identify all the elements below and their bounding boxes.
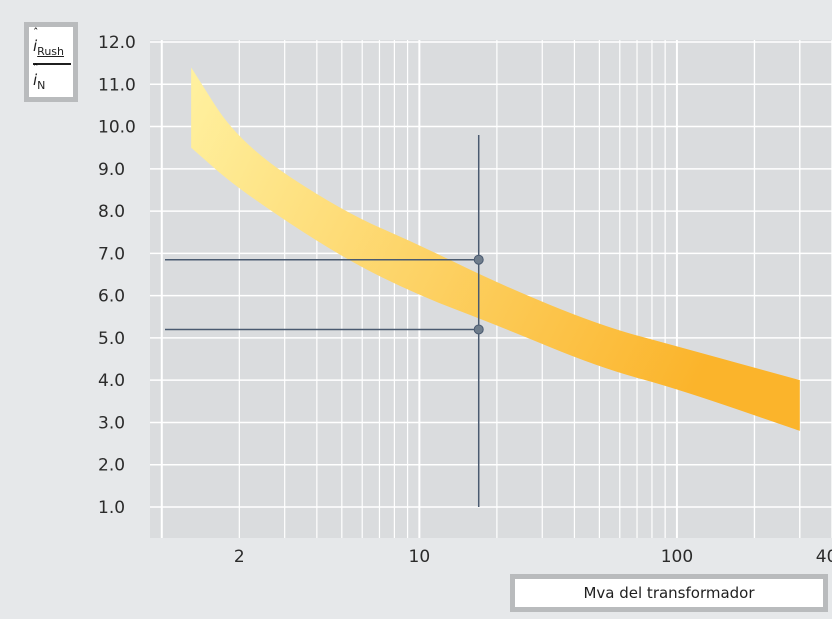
y-tick-label: 4.0 [98, 371, 125, 391]
y-tick-label: 12.0 [98, 33, 136, 53]
y-label-numerator: iRush [33, 37, 64, 58]
x-axis-label: Mva del transformador [510, 574, 828, 612]
reference-point [473, 254, 484, 265]
reference-point [473, 324, 484, 335]
y-tick-labels: 12.0 11.0 10.0 9.0 8.0 7.0 6.0 5.0 4.0 3.0 2.0 1.0 [98, 33, 136, 518]
y-axis-label: ˆ iRush ˆ iN [24, 22, 78, 102]
x-tick-label: 100 [661, 547, 693, 567]
y-label-den-symbol: i [33, 71, 38, 89]
inrush-band-area [191, 67, 800, 431]
y-tick-label: 8.0 [98, 202, 125, 222]
x-tick-label: 400 [816, 547, 832, 567]
y-label-denominator: iN [33, 71, 45, 92]
fraction-bar [33, 63, 71, 65]
y-tick-label: 9.0 [98, 160, 125, 180]
y-tick-label: 10.0 [98, 118, 136, 138]
y-tick-label: 6.0 [98, 287, 125, 307]
hat-mark: ˆ [33, 62, 39, 75]
y-tick-label: 3.0 [98, 413, 125, 433]
x-tick-labels: 2 10 100 400 [234, 547, 832, 567]
reference-lines [165, 135, 484, 507]
hat-mark: ˆ [33, 26, 39, 39]
y-tick-label: 2.0 [98, 456, 125, 476]
y-tick-label: 11.0 [98, 75, 136, 95]
y-label-den-sub: N [37, 79, 46, 92]
y-label-num-symbol: i [33, 37, 38, 55]
x-tick-label: 10 [409, 547, 431, 567]
y-label-num-sub: Rush [37, 45, 64, 58]
y-tick-label: 7.0 [98, 244, 125, 264]
y-tick-label: 5.0 [98, 329, 125, 349]
x-tick-label: 2 [234, 547, 245, 567]
y-tick-label: 1.0 [98, 498, 125, 518]
